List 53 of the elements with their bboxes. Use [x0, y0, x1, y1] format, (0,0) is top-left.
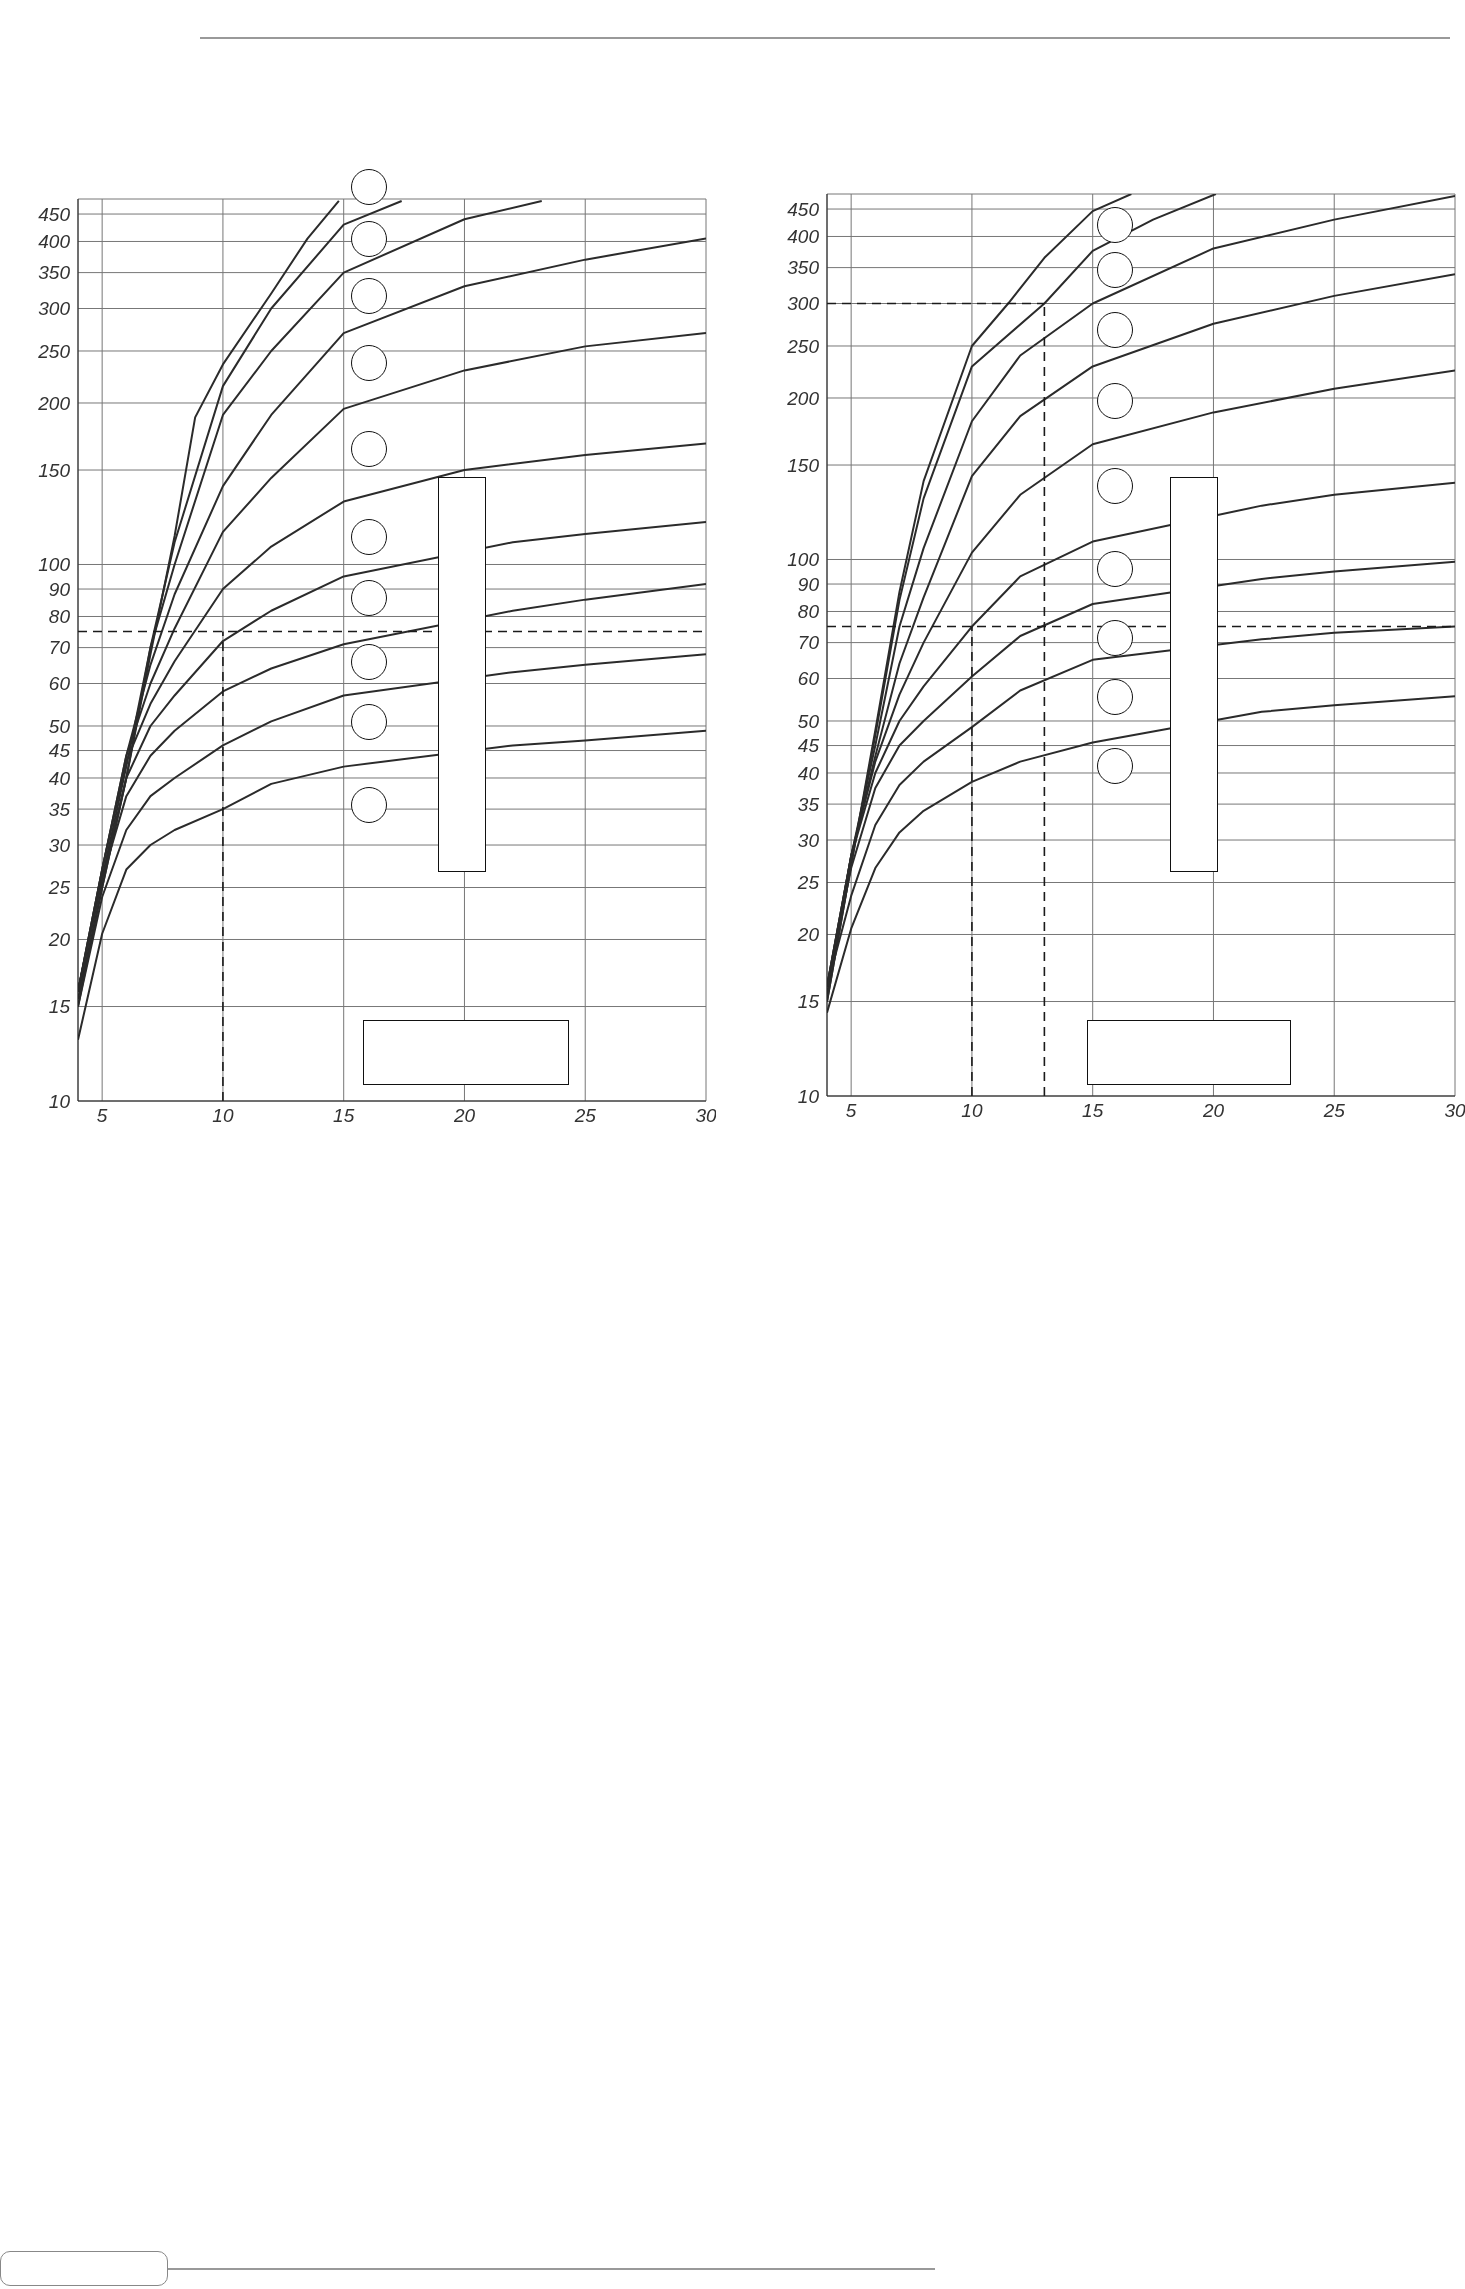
- y-tick-label: 80: [48, 606, 71, 628]
- y-tick-label: 45: [48, 740, 71, 762]
- y-tick-label: 25: [47, 877, 71, 899]
- y-tick-label: 300: [787, 293, 820, 315]
- x-tick-label: 20: [452, 1105, 476, 1127]
- y-tick-label: 400: [787, 226, 820, 248]
- y-tick-label: 50: [797, 710, 820, 732]
- x-tick-label: 20: [1201, 1100, 1225, 1122]
- y-tick-label: 70: [48, 637, 71, 659]
- y-tick-label: 100: [38, 554, 71, 576]
- y-tick-label: 350: [38, 262, 71, 284]
- y-tick-label: 40: [797, 762, 820, 784]
- x-tick-label: 15: [333, 1105, 355, 1127]
- y-tick-label: 150: [38, 459, 71, 481]
- y-tick-label: 35: [797, 793, 820, 815]
- y-tick-label: 40: [48, 767, 71, 789]
- y-tick-label: 70: [797, 632, 820, 654]
- y-tick-label: 15: [797, 991, 820, 1013]
- y-tick-label: 30: [797, 829, 820, 851]
- y-tick-label: 20: [796, 924, 820, 946]
- y-tick-label: 90: [797, 573, 820, 595]
- y-tick-label: 60: [48, 673, 71, 695]
- y-tick-label: 350: [787, 257, 820, 279]
- y-tick-label: 450: [787, 198, 820, 220]
- y-tick-label: 90: [48, 578, 71, 600]
- y-tick-label: 10: [797, 1085, 820, 1107]
- y-tick-label: 80: [797, 601, 820, 623]
- x-tick-label: 25: [1322, 1100, 1346, 1122]
- y-tick-label: 50: [48, 715, 71, 737]
- y-tick-label: 15: [48, 996, 71, 1018]
- y-tick-label: 300: [38, 298, 71, 320]
- y-tick-label: 200: [786, 387, 820, 409]
- y-tick-label: 100: [787, 549, 820, 571]
- y-tick-label: 250: [37, 340, 71, 362]
- y-tick-label: 60: [797, 668, 820, 690]
- y-tick-label: 150: [787, 454, 820, 476]
- y-tick-label: 450: [38, 203, 71, 225]
- y-tick-label: 25: [796, 872, 820, 894]
- x-tick-label: 10: [961, 1100, 983, 1122]
- y-tick-label: 45: [797, 735, 820, 757]
- x-tick-label: 5: [845, 1100, 857, 1122]
- y-tick-label: 30: [48, 834, 71, 856]
- x-tick-label: 10: [212, 1105, 234, 1127]
- x-tick-label: 15: [1082, 1100, 1104, 1122]
- y-tick-label: 250: [786, 335, 820, 357]
- x-tick-label: 25: [573, 1105, 597, 1127]
- y-tick-label: 400: [38, 231, 71, 253]
- x-tick-label: 30: [695, 1105, 717, 1127]
- x-tick-label: 30: [1444, 1100, 1465, 1122]
- y-tick-label: 200: [37, 392, 71, 414]
- x-tick-label: 5: [96, 1105, 108, 1127]
- y-tick-label: 20: [47, 929, 71, 951]
- y-tick-label: 35: [48, 798, 71, 820]
